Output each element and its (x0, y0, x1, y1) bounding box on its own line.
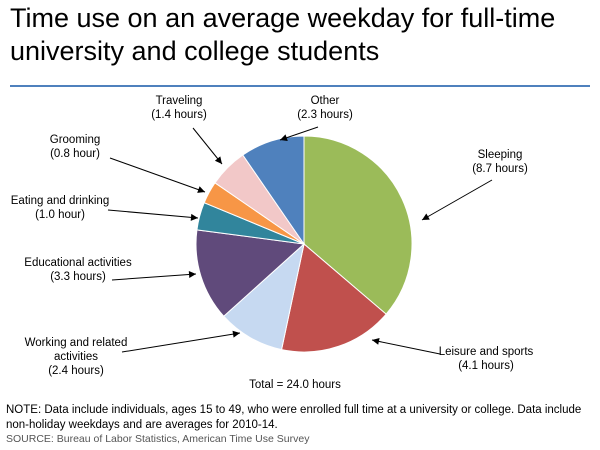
chart-note: NOTE: Data include individuals, ages 15 … (6, 404, 582, 431)
slice-value-label: (8.7 hours) (472, 163, 528, 175)
slice-name-label: Educational activities (24, 257, 132, 269)
leader-arrow-icon (188, 271, 196, 278)
pie-slices (195, 135, 413, 353)
slice-name-label: Traveling (156, 95, 203, 107)
chart-source: SOURCE: Bureau of Labor Statistics, Amer… (6, 433, 310, 445)
leader-line (107, 209, 199, 219)
slice-value-label: (1.0 hour) (35, 209, 85, 221)
slice-value-label: (2.3 hours) (297, 109, 353, 121)
slice-value-label: (0.8 hour) (50, 148, 100, 160)
leader-line (121, 332, 241, 353)
leader-line (371, 339, 441, 355)
slice-value-label: (4.1 hours) (458, 360, 514, 372)
slice-name-label: Sleeping (478, 149, 523, 161)
slice-name-label: activities (54, 351, 98, 363)
slice-labels: Sleeping (8.7 hours) Leisure and sports (4.… (11, 95, 534, 377)
leader-line (109, 157, 206, 193)
pie-slice-leisure-and-sports (280, 243, 387, 353)
leader-arrow-icon (197, 186, 205, 193)
leader-arrow-icon (214, 156, 222, 164)
leader-arrow-icon (190, 213, 198, 221)
leader-line (192, 127, 223, 165)
pie-slice-educational-activities (195, 229, 306, 317)
slice-name-label: Other (311, 95, 340, 107)
pie-slice-other (242, 135, 305, 246)
slice-value-label: (3.3 hours) (50, 271, 106, 283)
slice-value-label: (2.4 hours) (48, 365, 104, 377)
pie-slice-sleeping (303, 135, 413, 315)
slice-name-label: Leisure and sports (439, 346, 534, 358)
pie-chart: Sleeping (8.7 hours) Leisure and sports (4.… (11, 95, 534, 391)
leader-arrow-icon (422, 213, 430, 220)
leader-arrow-icon (372, 338, 380, 345)
slice-name-label: Working and related (25, 337, 128, 349)
leader-line (111, 273, 197, 281)
slice-value-label: (1.4 hours) (151, 109, 207, 121)
slice-name-label: Eating and drinking (11, 195, 109, 207)
title-rule (10, 85, 590, 87)
chart-title: Time use on an average weekday for full-… (10, 3, 556, 66)
leader-line (421, 179, 493, 221)
leader-arrow-icon (232, 330, 240, 338)
total-label: Total = 24.0 hours (249, 379, 341, 391)
leader-lines (107, 126, 493, 355)
leader-arrow-icon (280, 134, 288, 141)
slice-name-label: Grooming (50, 134, 101, 146)
